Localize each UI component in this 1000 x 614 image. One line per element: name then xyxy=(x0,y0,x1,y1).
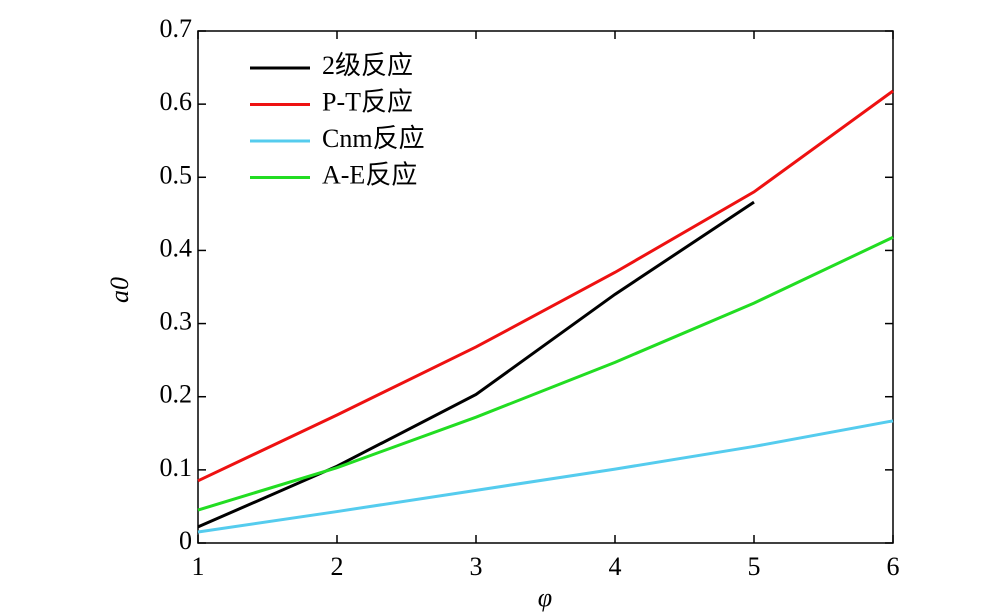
x-axis-label: φ xyxy=(538,583,552,612)
y-tick-label: 0.4 xyxy=(160,233,193,262)
series-line xyxy=(197,235,894,512)
y-axis-label: a0 xyxy=(105,277,134,303)
y-tick-label: 0.2 xyxy=(160,380,193,409)
legend-label: P-T反应 xyxy=(322,87,413,116)
x-tick-label: 3 xyxy=(470,552,483,581)
legend-label: 2级反应 xyxy=(322,51,413,80)
series-line xyxy=(197,89,894,483)
series-line xyxy=(197,200,755,529)
legend-label: A-E反应 xyxy=(322,160,417,189)
y-tick-label: 0.6 xyxy=(160,87,193,116)
y-tick-label: 0.7 xyxy=(160,14,193,43)
legend-label: Cnm反应 xyxy=(322,124,425,153)
series-line xyxy=(197,419,894,534)
x-tick-label: 6 xyxy=(887,552,900,581)
x-tick-label: 2 xyxy=(331,552,344,581)
y-tick-label: 0.3 xyxy=(160,307,193,336)
y-tick-label: 0.5 xyxy=(160,160,193,189)
x-tick-label: 5 xyxy=(748,552,761,581)
x-tick-label: 4 xyxy=(609,552,622,581)
plot-frame xyxy=(197,30,894,544)
y-tick-label: 0.1 xyxy=(160,453,193,482)
y-tick-label: 0 xyxy=(179,526,192,555)
x-tick-label: 1 xyxy=(192,552,205,581)
